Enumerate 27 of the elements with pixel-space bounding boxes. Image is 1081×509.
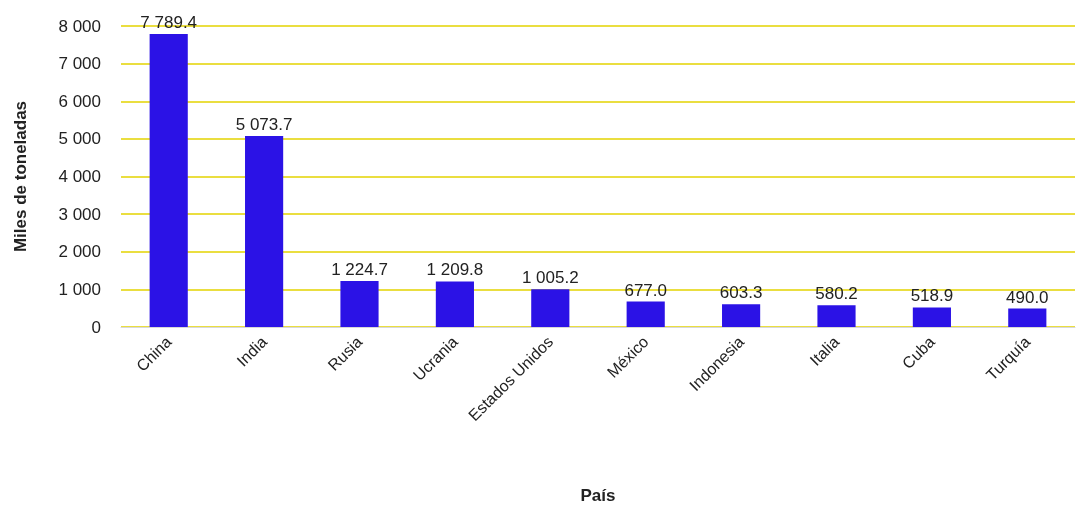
data-label: 1 209.8	[426, 260, 484, 280]
bar	[245, 136, 284, 327]
bar	[149, 33, 188, 327]
bar	[626, 301, 665, 327]
data-label: 1 005.2	[521, 268, 579, 288]
y-tick-label: 5 000	[58, 129, 101, 149]
y-tick-label: 2 000	[58, 242, 101, 262]
bar	[340, 280, 379, 327]
bar	[531, 289, 570, 327]
x-axis-title: País	[580, 486, 616, 505]
y-tick-label: 4 000	[58, 167, 101, 186]
y-tick-label: 6 000	[58, 91, 101, 111]
y-tick-label: 1 000	[58, 279, 101, 299]
data-label: 490.0	[1006, 287, 1049, 307]
data-label: 1 224.7	[331, 259, 388, 279]
data-label: 5 073.7	[235, 115, 293, 135]
bar	[722, 304, 761, 327]
bar	[1008, 308, 1047, 327]
y-tick-label: 7 000	[58, 54, 101, 74]
data-label: 518.9	[910, 286, 954, 306]
bar	[817, 305, 856, 327]
bar	[435, 281, 474, 327]
y-tick-label: 0	[91, 317, 101, 337]
y-tick-label: 8 000	[58, 16, 101, 36]
y-axis-title: Miles de toneladas	[11, 100, 30, 253]
y-tick-label: 3 000	[58, 204, 101, 224]
bar	[912, 307, 951, 327]
